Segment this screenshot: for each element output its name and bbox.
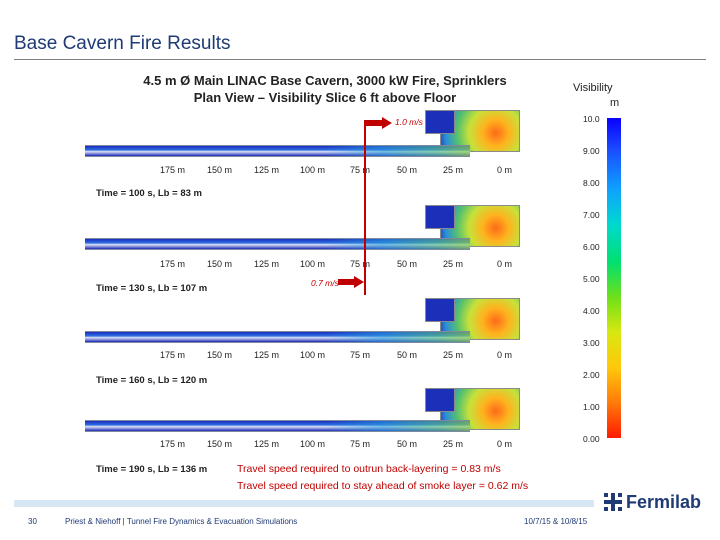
distance-tick: 50 m: [397, 350, 418, 360]
distance-tick: 50 m: [397, 439, 418, 449]
cavern-notch: [425, 110, 455, 134]
distance-tick: 125 m: [254, 350, 280, 360]
time-label: Time = 160 s, Lb = 120 m: [96, 375, 208, 386]
colorbar-tick: 9.00: [583, 146, 600, 156]
tunnel-visibility-slice: [85, 331, 470, 343]
distance-tick: 0 m: [497, 350, 513, 360]
footer-bar: [14, 500, 594, 507]
distance-tick: 175 m: [160, 165, 186, 175]
note-smoke-layer: Travel speed required to stay ahead of s…: [237, 480, 529, 492]
colorbar-tick: 1.00: [583, 402, 600, 412]
distance-tick: 25 m: [443, 439, 464, 449]
distance-tick: 175 m: [160, 259, 186, 269]
distance-tick: 100 m: [300, 439, 326, 449]
distance-tick: 175 m: [160, 439, 186, 449]
legend-unit: m: [610, 97, 620, 109]
distance-tick: 150 m: [207, 350, 233, 360]
visibility-panel-1: 175 m 150 m 125 m 100 m 75 m 50 m 25 m 0…: [85, 110, 550, 205]
colorbar-tick: 0.00: [583, 434, 600, 444]
legend-title: Visibility: [573, 82, 613, 94]
tunnel-visibility-slice: [85, 420, 470, 432]
distance-tick: 100 m: [300, 165, 326, 175]
speed-label-2: 0.7 m/s: [311, 278, 339, 288]
cavern-notch: [425, 298, 455, 322]
colorbar-tick: 3.00: [583, 338, 600, 348]
distance-tick: 150 m: [207, 439, 233, 449]
figure-title-line1: 4.5 m Ø Main LINAC Base Cavern, 3000 kW …: [143, 73, 507, 88]
figure-title-line2: Plan View – Visibility Slice 6 ft above …: [193, 90, 457, 105]
distance-tick: 0 m: [497, 259, 513, 269]
distance-tick: 125 m: [254, 165, 280, 175]
smoke-front-line: [364, 120, 366, 295]
distance-tick: 100 m: [300, 259, 326, 269]
fermilab-logo: Fermilab: [604, 490, 701, 514]
colorbar-tick: 6.00: [583, 242, 600, 252]
distance-tick: 0 m: [497, 165, 513, 175]
arrow-right-icon: [338, 276, 364, 288]
distance-axis: 175 m 150 m 125 m 100 m 75 m 50 m 25 m 0…: [145, 259, 545, 275]
distance-tick: 25 m: [443, 165, 464, 175]
distance-tick: 25 m: [443, 259, 464, 269]
time-label: Time = 130 s, Lb = 107 m: [96, 283, 208, 294]
time-label: Time = 190 s, Lb = 136 m: [96, 464, 208, 475]
distance-tick: 175 m: [160, 350, 186, 360]
cavern-notch: [425, 388, 455, 412]
footer-authors: Priest & Niehoff | Tunnel Fire Dynamics …: [65, 517, 298, 526]
distance-axis: 175 m 150 m 125 m 100 m 75 m 50 m 25 m 0…: [145, 165, 545, 181]
colorbar-tick: 10.0: [583, 114, 600, 124]
visibility-panel-2: 175 m 150 m 125 m 100 m 75 m 50 m 25 m 0…: [85, 205, 550, 300]
distance-tick: 75 m: [350, 439, 371, 449]
visibility-panel-4: 175 m 150 m 125 m 100 m 75 m 50 m 25 m 0…: [85, 388, 550, 478]
colorbar-tick: 7.00: [583, 210, 600, 220]
speed-label-1: 1.0 m/s: [395, 117, 423, 127]
arrow-right-icon: [366, 117, 392, 129]
title-divider: [14, 59, 706, 60]
distance-tick: 125 m: [254, 439, 280, 449]
cavern-notch: [425, 205, 455, 229]
fermilab-logo-text: Fermilab: [626, 491, 702, 512]
tunnel-visibility-slice: [85, 238, 470, 250]
visibility-colorbar: [607, 118, 621, 438]
tunnel-visibility-slice: [85, 145, 470, 157]
distance-tick: 150 m: [207, 165, 233, 175]
colorbar-tick: 8.00: [583, 178, 600, 188]
figure-title: 4.5 m Ø Main LINAC Base Cavern, 3000 kW …: [90, 72, 560, 106]
colorbar-tick: 4.00: [583, 306, 600, 316]
slide-title: Base Cavern Fire Results: [14, 33, 231, 54]
page-number: 30: [28, 517, 37, 526]
distance-tick: 75 m: [350, 165, 371, 175]
visibility-panel-3: 175 m 150 m 125 m 100 m 75 m 50 m 25 m 0…: [85, 298, 550, 393]
time-label: Time = 100 s, Lb = 83 m: [96, 188, 202, 199]
distance-tick: 50 m: [397, 259, 418, 269]
footer-date: 10/7/15 & 10/8/15: [524, 517, 588, 526]
distance-tick: 25 m: [443, 350, 464, 360]
note-backlayering: Travel speed required to outrun back-lay…: [237, 463, 501, 475]
distance-tick: 0 m: [497, 439, 513, 449]
distance-tick: 100 m: [300, 350, 326, 360]
distance-axis: 175 m 150 m 125 m 100 m 75 m 50 m 25 m 0…: [145, 350, 545, 366]
fermilab-logo-icon: [604, 493, 622, 511]
distance-tick: 125 m: [254, 259, 280, 269]
colorbar-tick: 2.00: [583, 370, 600, 380]
distance-axis: 175 m 150 m 125 m 100 m 75 m 50 m 25 m 0…: [145, 439, 545, 455]
distance-tick: 75 m: [350, 350, 371, 360]
distance-tick: 75 m: [350, 259, 371, 269]
colorbar-tick: 5.00: [583, 274, 600, 284]
distance-tick: 150 m: [207, 259, 233, 269]
distance-tick: 50 m: [397, 165, 418, 175]
